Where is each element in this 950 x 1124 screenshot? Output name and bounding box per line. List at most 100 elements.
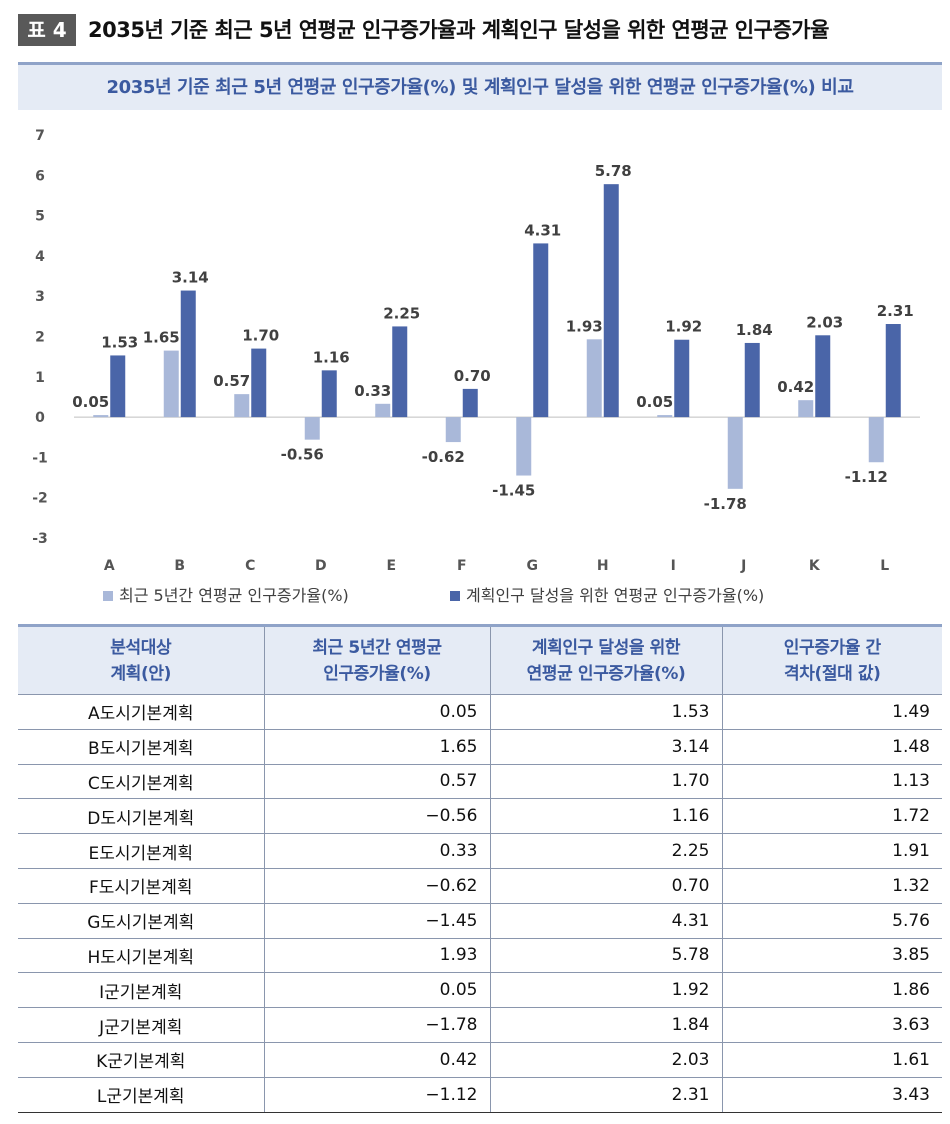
table-header-row: 분석대상 계획(안) 최근 5년간 연평균 인구증가율(%) 계획인구 달성을 … [18,624,942,695]
value-cell: −0.56 [263,798,490,834]
bar-series-2 [251,348,267,418]
x-tick-label: C [245,558,255,574]
y-tick-label: 1 [35,370,45,386]
bar-series-1 [163,350,179,418]
x-tick-label: F [457,558,467,574]
legend-label: 최근 5년간 연평균 인구증가율(%) [119,586,349,605]
value-cell: 0.33 [263,833,490,869]
bar-series-1 [798,400,814,418]
value-cell: −1.78 [263,1007,490,1043]
data-label: 0.33 [354,382,391,400]
header-line: 계획(안) [110,663,172,684]
value-cell: −0.62 [263,867,490,904]
bar-series-2 [674,339,690,418]
value-cell: 2.31 [489,1076,722,1113]
table-row: A도시기본계획 0.05 1.53 1.49 [18,694,942,730]
y-tick-label: 6 [35,168,45,184]
x-tick-label: J [740,558,746,574]
value-cell: 1.65 [263,728,490,765]
value-cell: 1.16 [489,798,722,834]
table-row: B도시기본계획 1.65 3.14 1.48 [18,728,942,765]
plan-name-cell: D도시기본계획 [18,798,264,834]
figure-title: 2035년 기준 최근 5년 연평균 인구증가율과 계획인구 달성을 위한 연평… [88,18,829,42]
header-line: 최근 5년간 연평균 [312,637,442,658]
table-row: C도시기본계획 0.57 1.70 1.13 [18,763,942,799]
x-tick-label: B [174,558,185,574]
bar-series-2 [533,243,549,418]
bar-series-1 [727,417,743,489]
value-cell: 2.25 [489,833,722,869]
data-label: -1.12 [845,468,888,486]
x-tick-label: K [809,558,821,574]
value-cell: 0.57 [263,763,490,799]
plan-name-cell: L군기본계획 [18,1076,264,1113]
x-tick-label: G [527,558,539,574]
header-line: 격차(절대 값) [784,663,881,684]
y-tick-label: 3 [35,289,45,305]
value-cell: 3.85 [721,937,942,973]
value-cell: 3.14 [489,728,722,765]
data-label: -1.78 [704,495,747,513]
value-cell: 1.92 [489,972,722,1008]
bar-series-1 [304,417,320,440]
data-label: 5.78 [595,162,632,180]
value-cell: 1.86 [721,972,942,1008]
data-label: 1.16 [313,348,350,366]
table-number-badge: 표 4 [18,14,76,46]
data-label: 2.03 [806,313,843,331]
value-cell: 1.32 [721,867,942,904]
bar-series-2 [603,184,619,418]
figure-header: 표 4 2035년 기준 최근 5년 연평균 인구증가율과 계획인구 달성을 위… [18,14,942,50]
data-label: -0.62 [422,448,465,466]
header-recent-rate: 최근 5년간 연평균 인구증가율(%) [263,624,490,695]
value-cell: 5.78 [489,937,722,973]
bar-series-2 [744,342,760,418]
value-cell: 3.43 [721,1076,942,1113]
bar-series-1 [234,394,250,418]
value-cell: 1.70 [489,763,722,799]
value-cell: −1.45 [263,902,490,939]
value-cell: 0.70 [489,867,722,904]
chart-panel: 7 6 5 4 3 2 1 0 -1 -2 -3 0.05 1.53 A 1.65 3.14 B 0.57 1.70… [18,62,942,619]
table-row: L군기본계획 −1.12 2.31 3.43 [18,1076,942,1113]
table-row: E도시기본계획 0.33 2.25 1.91 [18,833,942,869]
table-row: G도시기본계획 −1.45 4.31 5.76 [18,902,942,939]
value-cell: 5.76 [721,902,942,939]
table-row: K군기본계획 0.42 2.03 1.61 [18,1041,942,1078]
plan-name-cell: B도시기본계획 [18,728,264,765]
bar-series-1 [375,403,391,418]
data-label: 2.25 [383,304,420,322]
data-label: 1.65 [143,329,180,347]
value-cell: 3.63 [721,1007,942,1043]
bar-series-2 [392,326,408,418]
legend-swatch [103,591,113,601]
plan-name-cell: J군기본계획 [18,1007,264,1043]
y-tick-label: -1 [32,450,48,466]
data-label: 1.93 [566,317,603,335]
bar-series-2 [815,335,831,418]
value-cell: 1.49 [721,694,942,730]
x-tick-label: H [597,558,609,574]
value-cell: 1.84 [489,1007,722,1043]
chart-title: 2035년 기준 최근 5년 연평균 인구증가율(%) 및 계획인구 달성을 위… [18,65,942,110]
header-gap: 인구증가율 간 격차(절대 값) [721,624,942,695]
value-cell: 1.91 [721,833,942,869]
x-tick-label: I [671,558,676,574]
data-label: 1.53 [101,333,138,351]
y-tick-label: 2 [35,330,45,346]
value-cell: 1.48 [721,728,942,765]
value-cell: 0.42 [263,1041,490,1078]
plan-name-cell: H도시기본계획 [18,937,264,973]
data-label: 0.05 [636,393,673,411]
data-label: 2.31 [877,302,914,320]
value-cell: 1.93 [263,937,490,973]
legend-label: 계획인구 달성을 위한 연평균 인구증가율(%) [466,586,764,605]
value-cell: 1.61 [721,1041,942,1078]
x-tick-label: L [880,558,889,574]
bar-chart: 7 6 5 4 3 2 1 0 -1 -2 -3 0.05 1.53 A 1.65 3.14 B 0.57 1.70… [32,128,920,605]
data-label: 1.92 [665,318,702,336]
data-label: 0.42 [777,378,814,396]
header-line: 분석대상 [110,637,172,658]
data-label: 1.70 [242,327,279,345]
header-planned-rate: 계획인구 달성을 위한 연평균 인구증가율(%) [489,624,722,695]
